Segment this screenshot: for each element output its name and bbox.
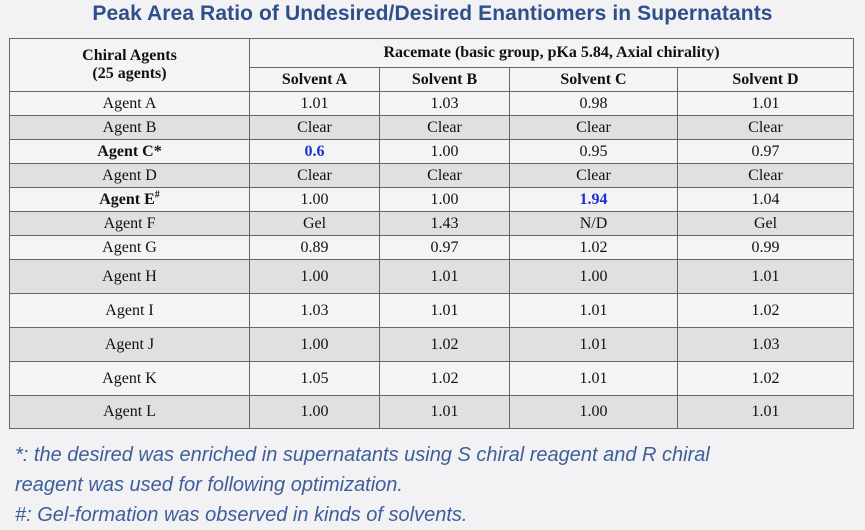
footnote-line: #: Gel-formation was observed in kinds o… (15, 504, 468, 526)
value-cell: 1.01 (677, 395, 854, 429)
agent-cell: Agent J (9, 327, 250, 362)
table-row: Agent F Gel 1.43 N/D Gel (9, 211, 854, 236)
footnote-mark: # (154, 189, 160, 201)
value-cell: Clear (379, 115, 510, 140)
value-cell: 1.02 (379, 327, 510, 362)
agent-cell: Agent E# (9, 187, 250, 212)
value-cell: 0.97 (379, 235, 510, 260)
value-cell: Clear (249, 163, 380, 188)
value-cell: 1.01 (509, 361, 678, 396)
agent-header-line1: Chiral Agents (82, 47, 177, 64)
value-cell: 0.95 (509, 139, 678, 164)
value-cell: 1.00 (249, 395, 380, 429)
value-cell: 0.99 (677, 235, 854, 260)
table-row: Agent B Clear Clear Clear Clear (9, 115, 854, 140)
value-cell: Clear (509, 163, 678, 188)
value-cell: 1.01 (677, 259, 854, 294)
value-cell: 1.02 (379, 361, 510, 396)
solvent-header: Solvent D (677, 67, 854, 92)
value-cell: 1.02 (677, 361, 854, 396)
value-cell: 1.01 (509, 293, 678, 328)
value-cell: 1.00 (249, 327, 380, 362)
value-cell: 0.89 (249, 235, 380, 260)
value-cell: Gel (677, 211, 854, 236)
agent-cell: Agent F (9, 211, 250, 236)
agent-column-header: Chiral Agents (25 agents) (9, 38, 250, 92)
value-cell: 1.04 (677, 187, 854, 212)
value-cell: 1.02 (509, 235, 678, 260)
value-cell: Clear (249, 115, 380, 140)
value-cell: Clear (677, 115, 854, 140)
value-cell: 1.03 (677, 327, 854, 362)
table-row: Agent G 0.89 0.97 1.02 0.99 (9, 235, 854, 260)
value-cell: 0.98 (509, 91, 678, 116)
value-cell: 1.03 (379, 91, 510, 116)
agent-cell: Agent A (9, 91, 250, 116)
agent-cell: Agent D (9, 163, 250, 188)
table-row: Agent C* 0.6 1.00 0.95 0.97 (9, 139, 854, 164)
agent-cell: Agent C* (9, 139, 250, 164)
highlighted-value-cell: 0.6 (249, 139, 380, 164)
table-row: Agent K 1.05 1.02 1.01 1.02 (9, 361, 854, 396)
value-cell: 1.01 (509, 327, 678, 362)
value-cell: 1.00 (379, 187, 510, 212)
table-row: Agent A 1.01 1.03 0.98 1.01 (9, 91, 854, 116)
value-cell: 1.05 (249, 361, 380, 396)
agent-cell: Agent H (9, 259, 250, 294)
table-row: Agent H 1.00 1.01 1.00 1.01 (9, 259, 854, 294)
value-cell: 1.00 (249, 187, 380, 212)
table-row: Agent L 1.00 1.01 1.00 1.01 (9, 395, 854, 429)
value-cell: 1.00 (379, 139, 510, 164)
table-row: Agent D Clear Clear Clear Clear (9, 163, 854, 188)
value-cell: Clear (379, 163, 510, 188)
results-table: Chiral Agents (25 agents) Racemate (basi… (9, 38, 854, 429)
value-cell: Clear (677, 163, 854, 188)
agent-header-line2: (25 agents) (92, 65, 167, 82)
value-cell: 1.03 (249, 293, 380, 328)
solvent-header: Solvent A (249, 67, 380, 92)
value-cell: 1.01 (379, 259, 510, 294)
value-cell: 1.01 (379, 395, 510, 429)
value-cell: 1.43 (379, 211, 510, 236)
value-cell: N/D (509, 211, 678, 236)
value-cell: 1.00 (509, 395, 678, 429)
value-cell: 1.00 (249, 259, 380, 294)
footnote-line: *: the desired was enriched in supernata… (15, 444, 710, 466)
agent-cell: Agent I (9, 293, 250, 328)
footnote-line: reagent was used for following optimizat… (15, 474, 403, 496)
highlighted-value-cell: 1.94 (509, 187, 678, 212)
table-row: Agent J 1.00 1.02 1.01 1.03 (9, 327, 854, 362)
table-row: Agent I 1.03 1.01 1.01 1.02 (9, 293, 854, 328)
solvent-header: Solvent B (379, 67, 510, 92)
agent-cell: Agent G (9, 235, 250, 260)
agent-cell: Agent K (9, 361, 250, 396)
value-cell: 1.02 (677, 293, 854, 328)
value-cell: 1.00 (509, 259, 678, 294)
value-cell: Clear (509, 115, 678, 140)
value-cell: 0.97 (677, 139, 854, 164)
agent-cell: Agent B (9, 115, 250, 140)
value-cell: 1.01 (379, 293, 510, 328)
agent-cell: Agent L (9, 395, 250, 429)
solvent-header: Solvent C (509, 67, 678, 92)
footnotes: *: the desired was enriched in supernata… (15, 440, 855, 530)
slide-title: Peak Area Ratio of Undesired/Desired Ena… (92, 2, 773, 25)
value-cell: Gel (249, 211, 380, 236)
agent-name: Agent E (99, 190, 155, 208)
value-cell: 1.01 (249, 91, 380, 116)
value-cell: 1.01 (677, 91, 854, 116)
table-row: Agent E# 1.00 1.00 1.94 1.04 (9, 187, 854, 212)
racemate-group-header: Racemate (basic group, pKa 5.84, Axial c… (249, 38, 854, 68)
